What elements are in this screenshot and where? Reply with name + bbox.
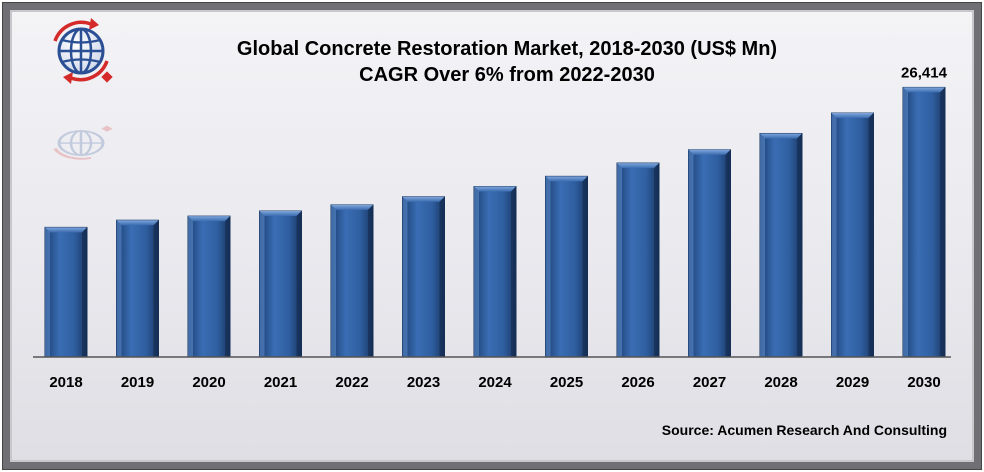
- globe-reflection-icon: [53, 125, 113, 160]
- bar-2020: [187, 215, 231, 358]
- bar-2021: [259, 210, 302, 358]
- globe-icon: [53, 18, 113, 84]
- x-tick-label: 2029: [836, 374, 869, 391]
- bars: [44, 86, 946, 358]
- bar-2025: [545, 175, 588, 358]
- x-tick-label: 2024: [478, 374, 512, 391]
- bar-2029: [831, 112, 874, 358]
- bar-2018: [44, 226, 88, 358]
- bar-2023: [402, 196, 445, 358]
- x-tick-label: 2018: [49, 374, 82, 391]
- chart-subtitle: CAGR Over 6% from 2022-2030: [359, 64, 655, 86]
- x-tick-label: 2026: [621, 374, 654, 391]
- bar-chart: Global Concrete Restoration Market, 2018…: [33, 18, 951, 438]
- x-tick-label: 2030: [907, 374, 940, 391]
- bar-2028: [759, 132, 803, 358]
- chart-title: Global Concrete Restoration Market, 2018…: [237, 38, 777, 60]
- bar-2027: [688, 149, 731, 358]
- source-note: Source: Acumen Research And Consulting: [662, 422, 947, 438]
- bar-2030: [902, 86, 946, 358]
- bar-2022: [330, 204, 374, 358]
- x-axis-ticks: 2018 2019 2020 2021 2022 2023 2024 2025 2026 2027…: [49, 374, 940, 391]
- data-label: 26,414: [901, 64, 948, 81]
- bar-2019: [116, 219, 159, 358]
- bar-2026: [616, 162, 660, 358]
- bar-2024: [473, 186, 517, 358]
- x-tick-label: 2027: [693, 374, 726, 391]
- x-tick-label: 2020: [192, 374, 225, 391]
- x-tick-label: 2025: [550, 374, 583, 391]
- data-labels: 26,414: [901, 64, 948, 81]
- x-tick-label: 2023: [407, 374, 440, 391]
- x-tick-label: 2019: [121, 374, 154, 391]
- x-tick-label: 2021: [264, 374, 297, 391]
- x-tick-label: 2028: [764, 374, 797, 391]
- x-tick-label: 2022: [335, 374, 368, 391]
